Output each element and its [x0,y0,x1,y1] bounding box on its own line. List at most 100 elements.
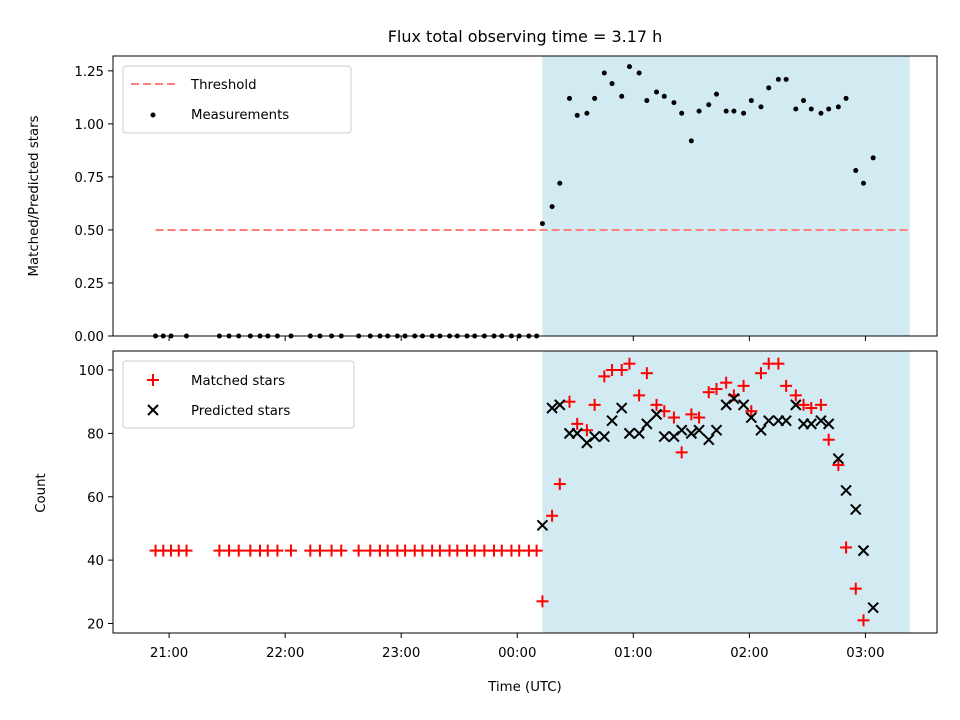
y-tick-label: 0.25 [74,277,104,292]
axis-ticks: 20 40 60 80 100 21:00 22:00 23:00 00:00 01:00 02:0… [79,364,885,661]
predicted-star-marker [737,399,750,411]
matched-star-marker [640,367,653,380]
predicted-star-marker [763,415,775,427]
predicted-star-marker [815,415,827,427]
matched-star-marker [789,389,802,402]
predicted-star-marker [606,415,618,427]
matched-star-marker [284,544,297,557]
predicted-star-marker [616,402,628,414]
x-tick-label: 02:00 [730,646,768,661]
measurement-point [748,98,754,104]
legend-predicted-swatch [147,404,159,416]
x-axis-label: Time (UTC) [487,680,562,695]
measurement-point [626,64,632,70]
marker-stroke [658,430,670,443]
marker-stroke [685,427,698,440]
predicted-star-marker [554,399,566,411]
predicted-star-marker [755,424,767,436]
predicted-star-marker [650,408,663,421]
matched-star-marker [633,389,646,402]
matched-star-marker [598,370,611,383]
y-tick-label: 1.00 [74,118,104,133]
y-axis-label: Matched/Predicted stars [27,115,42,276]
matched-star-marker [754,367,767,380]
marker-stroke [650,408,663,421]
measurement-point [766,85,772,91]
matched-star-marker [840,541,853,554]
predicted-star-marker [857,544,870,557]
marker-stroke [536,519,549,531]
measurement-point [723,108,729,114]
chart-title: Flux total observing time = 3.17 h [388,27,663,46]
matched-star-marker [352,544,365,557]
marker-stroke [832,453,845,465]
panel-counts: 20 40 60 80 100 21:00 22:00 23:00 00:00 01:00 02:0… [34,350,938,695]
matched-star-marker [772,357,785,370]
matched-star-marker [797,398,810,411]
marker-stroke [822,418,835,430]
marker-stroke [728,392,740,405]
series-layer [149,357,879,627]
marker-stroke [737,399,750,411]
predicted-star-marker [623,427,636,440]
x-tick-label: 01:00 [614,646,652,661]
legend-measurements-label: Measurements [191,108,289,123]
matched-star-marker [822,433,835,446]
measurement-point [609,81,615,87]
predicted-star-marker [703,434,715,446]
marker-stroke [763,415,775,427]
marker-stroke [598,430,611,443]
legend-predicted-label: Predicted stars [191,404,290,419]
measurement-point [741,110,747,116]
predicted-star-marker [840,484,852,497]
legend-box [122,65,352,134]
y-tick-label: 60 [87,491,104,506]
marker-stroke [745,411,758,424]
y-tick-label: 20 [87,617,104,632]
matched-star-marker [849,582,862,595]
y-tick-label: 1.25 [74,65,104,80]
measurement-point [619,93,625,99]
marker-stroke [675,424,688,436]
matched-star-marker [571,417,584,430]
panel-ratio: 0.00 0.25 0.50 0.75 1.00 1.25 Matched/Predict… [27,55,938,345]
measurement-point [775,76,781,82]
measurement-point [539,221,545,227]
predicted-star-marker [633,427,645,440]
legend-box [122,360,355,429]
predicted-star-marker [658,430,670,443]
measurement-point [584,110,590,116]
marker-stroke [571,427,583,440]
marker-stroke [790,399,802,411]
measurement-point [801,98,807,104]
marker-stroke [710,424,723,436]
predicted-star-marker [641,418,653,430]
x-tick-label: 00:00 [498,646,536,661]
predicted-star-marker [728,392,740,405]
predicted-star-marker [685,427,698,440]
measurement-point [835,104,841,110]
marker-stroke [755,424,767,436]
plot-frame [112,350,938,634]
matched-star-marker [780,379,793,392]
measurement-point [706,102,712,108]
predicted-star-marker [790,399,802,411]
marker-stroke [693,424,705,436]
y-axis-label: Count [34,473,49,513]
measurement-point [808,106,814,112]
matched-star-marker [814,398,827,411]
predicted-star-marker [710,424,723,436]
y-tick-label: 40 [87,554,104,569]
measurement-point [860,180,866,186]
measurement-point [661,93,667,99]
marker-stroke [840,484,852,497]
marker-stroke [588,430,601,443]
matched-star-marker [857,614,870,627]
x-tick-label: 23:00 [382,646,420,661]
predicted-star-marker [675,424,688,436]
matched-star-marker [737,379,750,392]
marker-stroke [623,427,636,440]
legend-threshold-label: Threshold [190,78,257,93]
measurement-point [713,91,719,97]
